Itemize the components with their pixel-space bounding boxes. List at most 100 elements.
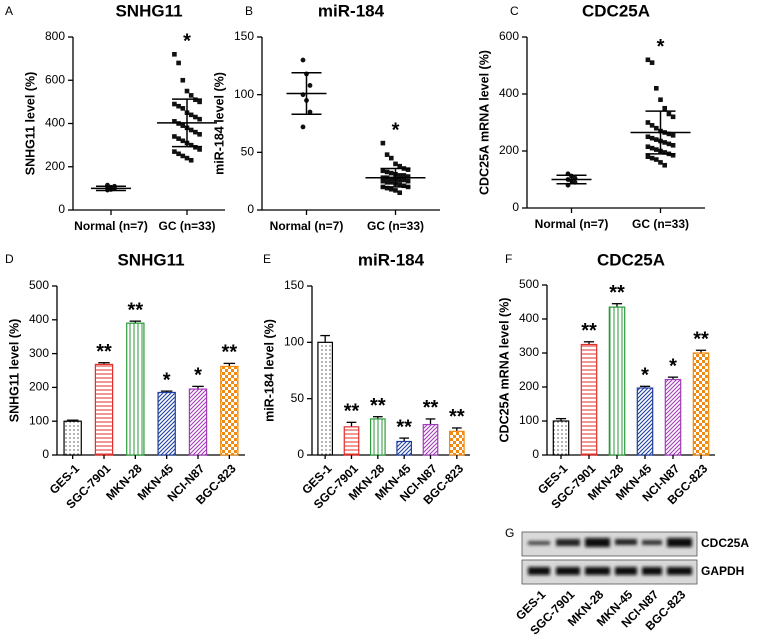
- bar: [126, 322, 145, 456]
- bar: [608, 306, 626, 456]
- band: [528, 541, 550, 545]
- band: [556, 567, 580, 575]
- y-tick-label: 0: [512, 200, 519, 214]
- y-tick-label: 150: [284, 278, 304, 292]
- band: [615, 539, 637, 545]
- data-point: [397, 163, 402, 169]
- bar: [343, 426, 360, 456]
- panel-label: E: [263, 252, 271, 266]
- significance-mark: *: [657, 36, 665, 58]
- data-point: [654, 125, 659, 131]
- data-point: [188, 157, 194, 163]
- blot-row-label: CDC25A: [701, 536, 749, 550]
- significance-mark: **: [370, 395, 386, 417]
- y-tick-label: 200: [45, 159, 65, 173]
- significance-mark: **: [609, 282, 625, 304]
- data-point: [662, 140, 667, 145]
- bar: [94, 363, 114, 456]
- y-axis-label: SNHG11 level (%): [23, 72, 37, 176]
- y-tick-label: 400: [519, 311, 539, 325]
- bar: [580, 343, 598, 456]
- chart-title: CDC25A: [582, 1, 650, 20]
- data-point: [401, 177, 407, 183]
- y-axis-label: miR-184 level (%): [212, 72, 226, 175]
- data-point: [645, 134, 651, 140]
- y-tick-label: 500: [29, 278, 49, 292]
- data-point: [405, 178, 411, 184]
- data-point: [197, 147, 202, 152]
- panel-label: G: [505, 526, 514, 540]
- data-point: [307, 109, 313, 115]
- bar: [63, 420, 82, 456]
- data-point: [662, 150, 667, 155]
- band: [556, 539, 580, 546]
- y-tick-label: 0: [42, 447, 49, 461]
- y-axis-label: CDC25A mRNA level (%): [497, 298, 511, 443]
- bar: [157, 391, 176, 456]
- data-point: [401, 173, 407, 178]
- band: [528, 567, 550, 575]
- data-point: [405, 174, 411, 179]
- data-point: [188, 142, 194, 148]
- y-axis-label: miR-184 level (%): [262, 319, 276, 422]
- chart-title: CDC25A: [597, 250, 665, 269]
- y-tick-label: 100: [519, 413, 539, 427]
- data-point: [184, 88, 190, 94]
- data-point: [384, 169, 390, 175]
- chart-title: miR-184: [358, 250, 425, 269]
- chart-title: miR-184: [318, 1, 385, 20]
- data-point: [180, 123, 186, 128]
- significance-mark: **: [449, 406, 465, 428]
- bar: [369, 418, 386, 456]
- data-point: [384, 180, 390, 185]
- data-point: [184, 155, 190, 161]
- data-point: [176, 60, 181, 66]
- band: [615, 567, 637, 575]
- data-point: [666, 111, 672, 117]
- y-tick-label: 300: [519, 345, 539, 359]
- band: [585, 538, 610, 547]
- data-point: [180, 138, 186, 144]
- panel-label: A: [5, 4, 13, 18]
- bar: [664, 378, 682, 456]
- bar: [317, 341, 334, 456]
- data-point: [188, 93, 194, 98]
- y-tick-label: 600: [45, 72, 65, 86]
- data-point: [393, 188, 398, 193]
- significance-mark: **: [96, 341, 112, 363]
- data-point: [380, 168, 386, 174]
- data-point: [172, 134, 177, 139]
- data-point: [658, 97, 663, 102]
- data-point: [405, 167, 411, 172]
- chart-title: SNHG11: [115, 1, 182, 20]
- data-point: [197, 99, 202, 105]
- data-point: [649, 60, 655, 65]
- panel-label: B: [245, 4, 253, 18]
- x-tick-label: Normal (n=7): [74, 219, 148, 233]
- data-point: [389, 155, 394, 161]
- panel-label: F: [505, 252, 512, 266]
- y-tick-label: 200: [29, 380, 49, 394]
- data-point: [389, 180, 394, 185]
- data-point: [172, 149, 177, 154]
- data-point: [649, 123, 655, 128]
- data-point: [654, 157, 659, 162]
- significance-mark: *: [163, 369, 171, 391]
- y-axis-label: CDC25A mRNA level (%): [477, 50, 491, 195]
- data-point: [389, 176, 394, 182]
- y-tick-label: 50: [291, 391, 305, 405]
- data-point: [188, 127, 194, 133]
- data-point: [172, 52, 177, 57]
- band: [667, 538, 692, 547]
- blot-row-label: GAPDH: [701, 564, 744, 578]
- blot-bands: [528, 538, 692, 575]
- data-point: [380, 178, 386, 184]
- bar: [220, 365, 239, 456]
- data-point: [397, 190, 402, 195]
- western-blot: G CDC25AGAPDHGES-1SGC-7901MKN-28MKN-45NC…: [505, 526, 749, 637]
- y-tick-label: 200: [499, 143, 519, 157]
- x-tick-label: GC (n=33): [632, 217, 689, 231]
- significance-mark: **: [581, 320, 597, 342]
